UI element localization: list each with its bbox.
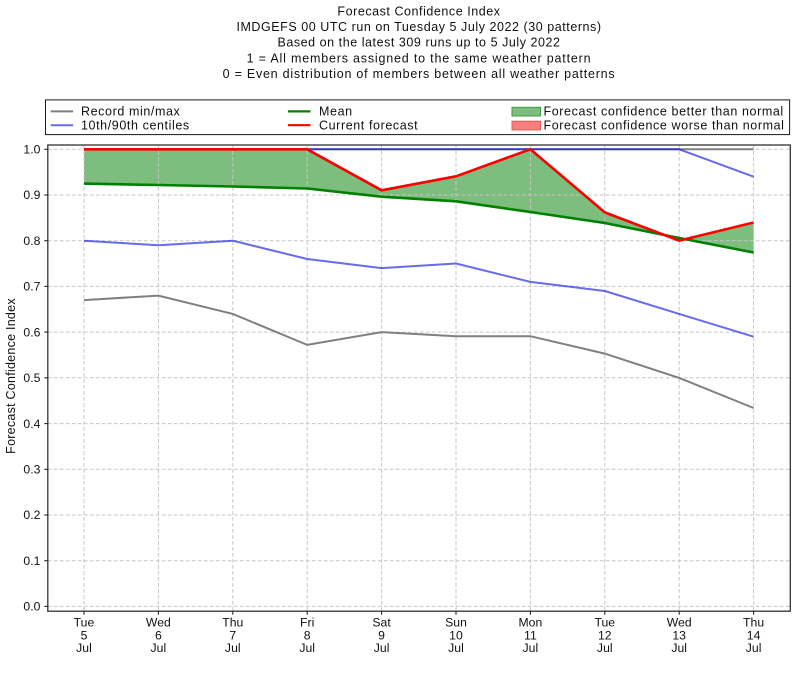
svg-text:0.1: 0.1: [23, 554, 40, 568]
svg-text:0 = Even distribution of membe: 0 = Even distribution of members between…: [223, 67, 616, 81]
svg-text:0.5: 0.5: [23, 371, 40, 385]
svg-text:Mean: Mean: [319, 105, 353, 119]
svg-text:0.3: 0.3: [23, 463, 40, 477]
svg-text:0.4: 0.4: [23, 417, 40, 431]
svg-text:Jul: Jul: [151, 641, 167, 655]
svg-text:Jul: Jul: [523, 641, 539, 655]
svg-text:9: 9: [378, 628, 385, 642]
svg-text:11: 11: [524, 628, 537, 642]
svg-text:Jul: Jul: [671, 641, 687, 655]
svg-text:Jul: Jul: [448, 641, 464, 655]
svg-text:12: 12: [598, 628, 612, 642]
svg-text:0.8: 0.8: [23, 234, 40, 248]
svg-text:6: 6: [155, 628, 162, 642]
svg-text:Current forecast: Current forecast: [319, 118, 418, 132]
svg-text:Forecast confidence better tha: Forecast confidence better than normal: [544, 105, 784, 119]
svg-text:13: 13: [672, 628, 686, 642]
svg-text:Forecast confidence worse than: Forecast confidence worse than normal: [544, 118, 785, 132]
svg-text:Jul: Jul: [225, 641, 241, 655]
svg-text:Sun: Sun: [445, 616, 467, 630]
svg-text:IMDGEFS 00 UTC run on Tuesday: IMDGEFS 00 UTC run on Tuesday 5 July 202…: [236, 20, 601, 34]
svg-text:8: 8: [304, 628, 311, 642]
svg-text:Forecast Confidence Index: Forecast Confidence Index: [4, 298, 18, 454]
svg-text:Fri: Fri: [300, 616, 314, 630]
svg-text:Based on the latest 309 runs u: Based on the latest 309 runs up to 5 Jul…: [277, 36, 560, 50]
svg-text:Mon: Mon: [518, 616, 542, 630]
svg-text:5: 5: [81, 628, 88, 642]
svg-text:Forecast Confidence Index: Forecast Confidence Index: [337, 5, 500, 19]
svg-text:1 = All members assigned to th: 1 = All members assigned to the same wea…: [247, 51, 592, 65]
svg-text:1.0: 1.0: [23, 143, 40, 157]
svg-text:0.2: 0.2: [23, 508, 40, 522]
svg-text:Jul: Jul: [374, 641, 390, 655]
svg-text:Thu: Thu: [743, 616, 764, 630]
svg-text:Jul: Jul: [746, 641, 762, 655]
svg-text:Jul: Jul: [299, 641, 315, 655]
svg-text:Thu: Thu: [222, 616, 243, 630]
svg-text:10th/90th centiles: 10th/90th centiles: [81, 118, 190, 132]
svg-text:Tue: Tue: [594, 616, 615, 630]
svg-text:Jul: Jul: [76, 641, 92, 655]
svg-text:10: 10: [449, 628, 463, 642]
svg-text:14: 14: [747, 628, 761, 642]
svg-text:0.7: 0.7: [23, 280, 40, 294]
svg-text:7: 7: [229, 628, 236, 642]
svg-text:Jul: Jul: [597, 641, 613, 655]
svg-text:Wed: Wed: [667, 616, 692, 630]
svg-text:Wed: Wed: [146, 616, 171, 630]
svg-text:Sat: Sat: [372, 616, 391, 630]
svg-text:0.9: 0.9: [23, 188, 40, 202]
svg-text:Tue: Tue: [74, 616, 95, 630]
svg-text:0.6: 0.6: [23, 325, 40, 339]
svg-text:0.0: 0.0: [23, 600, 40, 614]
svg-text:Record min/max: Record min/max: [81, 105, 181, 119]
